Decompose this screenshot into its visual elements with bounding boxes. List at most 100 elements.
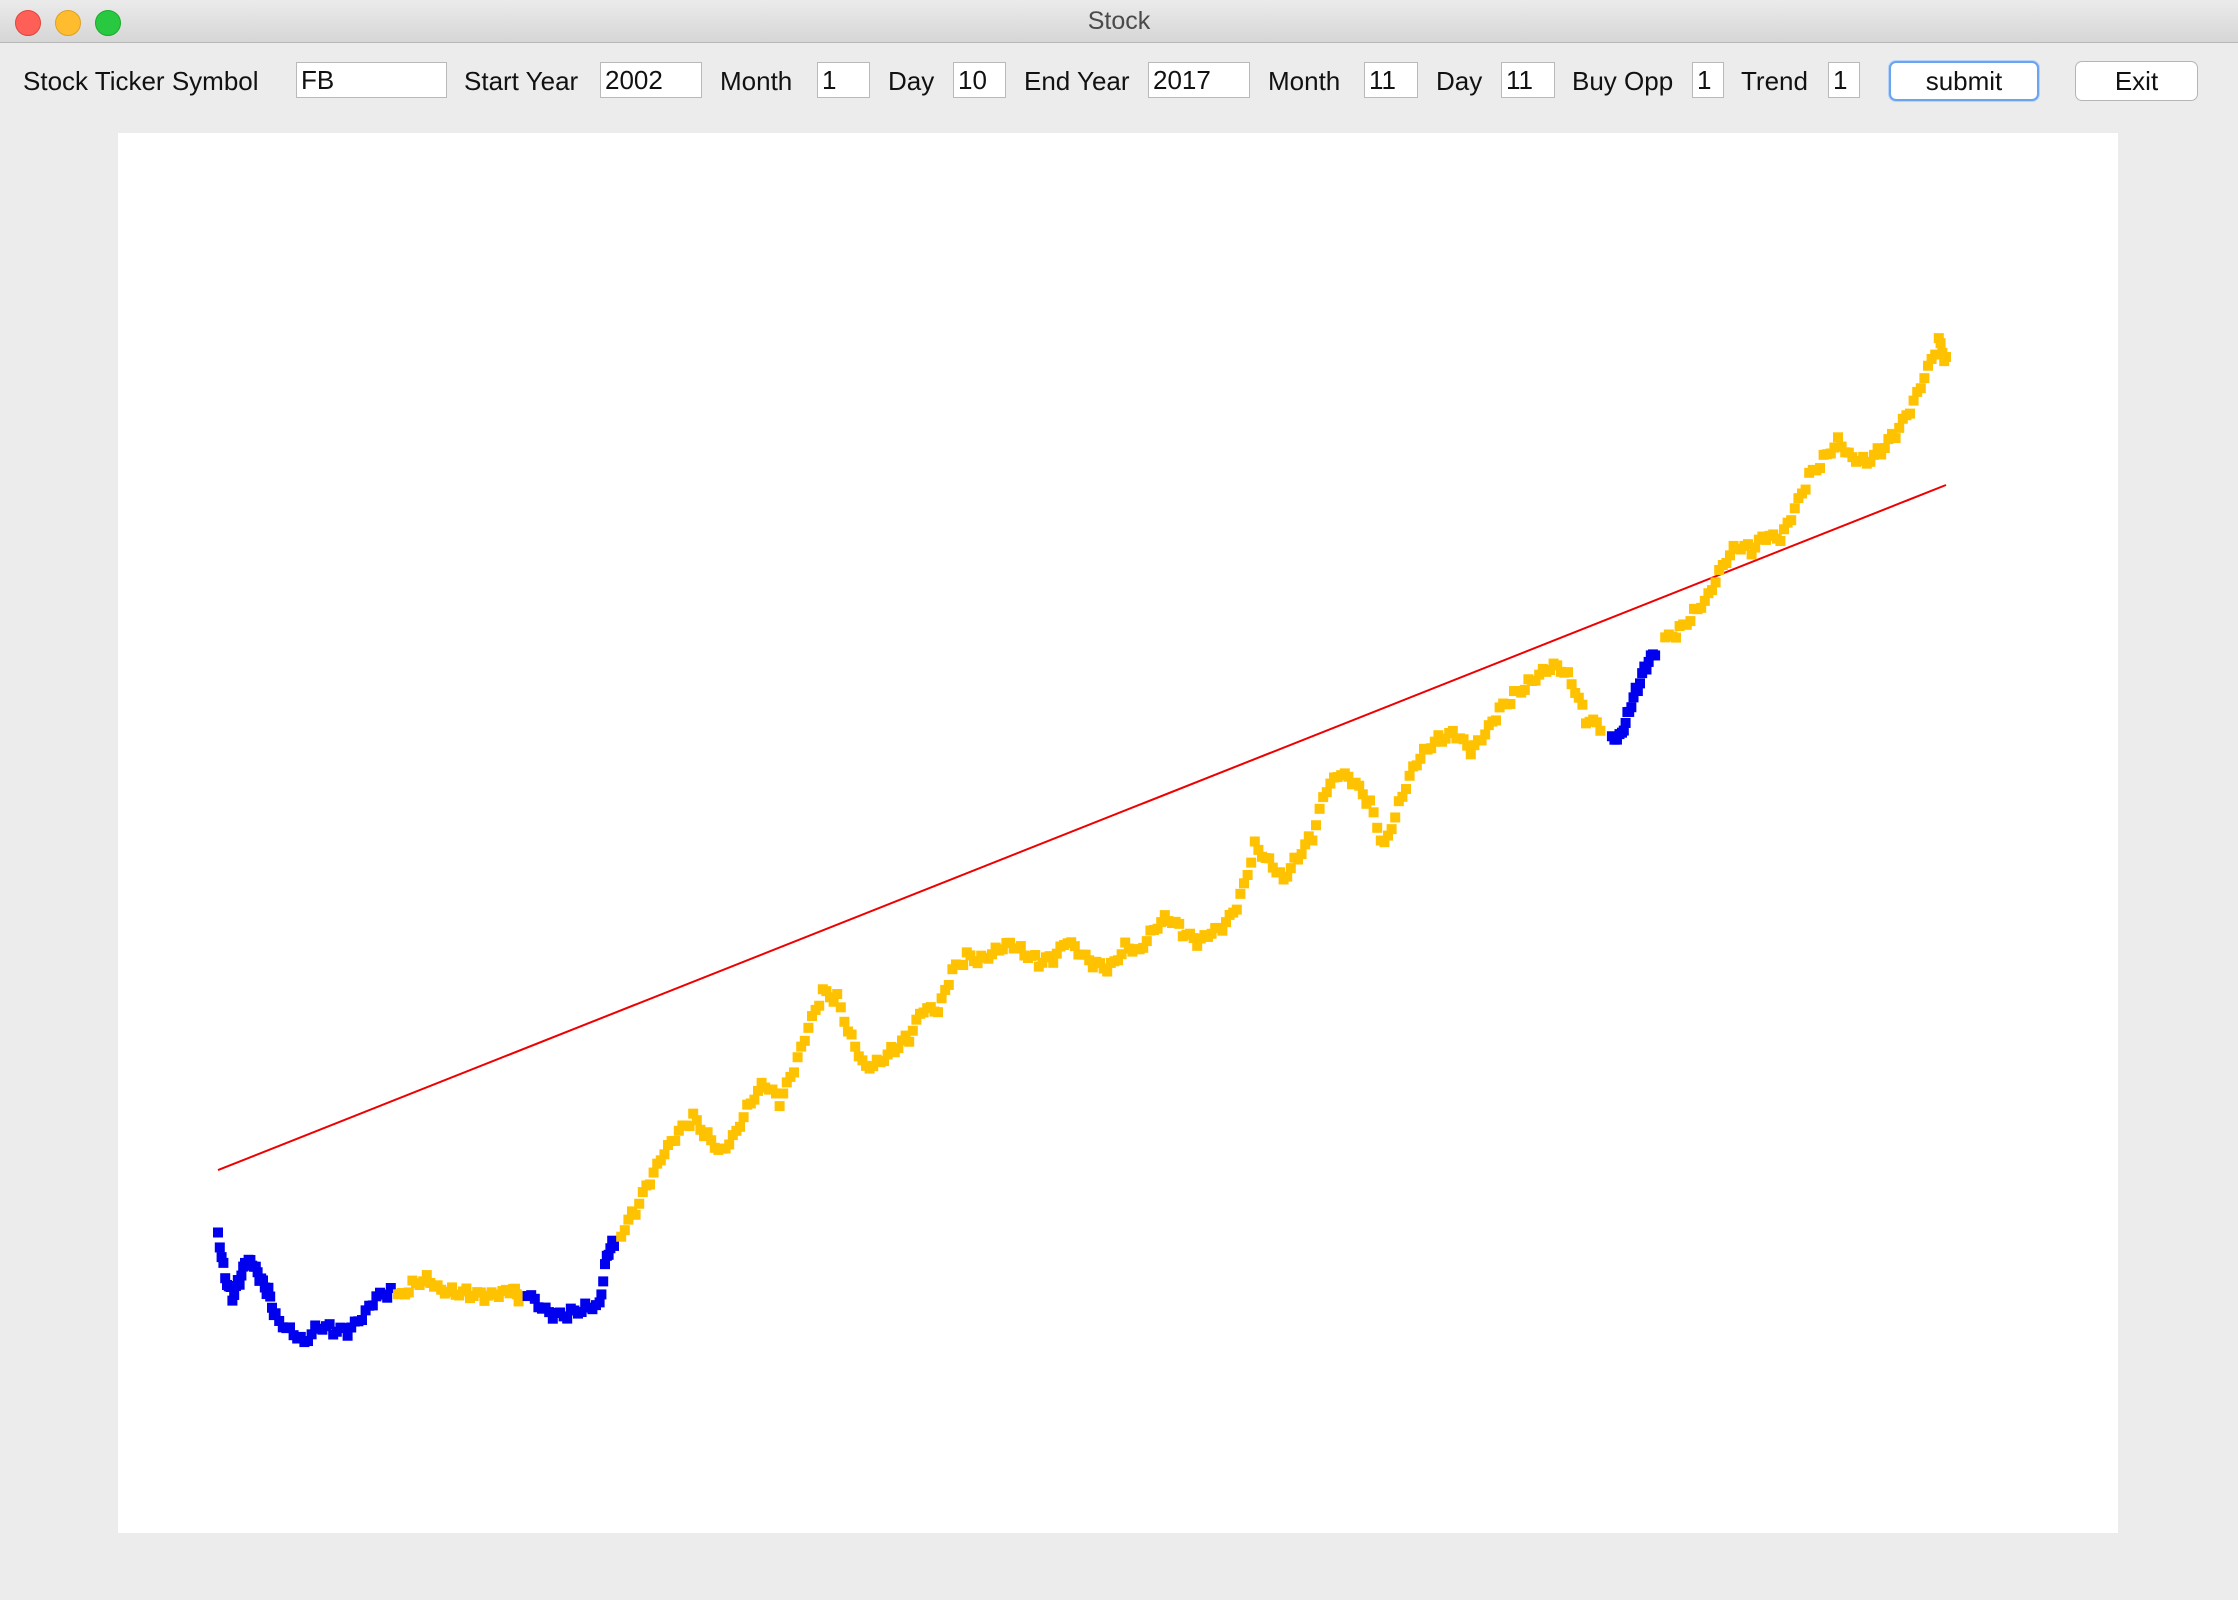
price-point bbox=[1552, 660, 1563, 671]
price-point bbox=[1311, 820, 1321, 831]
price-point bbox=[547, 1313, 558, 1324]
price-point bbox=[1883, 434, 1894, 445]
price-point bbox=[227, 1295, 238, 1306]
start-day-input[interactable] bbox=[953, 62, 1006, 98]
price-point bbox=[616, 1231, 627, 1242]
price-point bbox=[1354, 780, 1365, 791]
ticker-label: Stock Ticker Symbol bbox=[23, 66, 259, 96]
end-day-input[interactable] bbox=[1501, 62, 1555, 98]
price-point bbox=[623, 1214, 634, 1225]
price-series-segment bbox=[522, 1235, 619, 1324]
price-point bbox=[1249, 836, 1260, 847]
price-point bbox=[1357, 789, 1368, 800]
price-point bbox=[911, 1014, 922, 1025]
price-point bbox=[1573, 692, 1584, 703]
price-point bbox=[475, 1287, 486, 1298]
price-point bbox=[214, 1242, 225, 1253]
price-point bbox=[306, 1329, 317, 1340]
price-point bbox=[1087, 962, 1098, 973]
end-year-input[interactable] bbox=[1148, 62, 1250, 98]
price-point bbox=[1239, 878, 1249, 889]
price-point bbox=[1800, 484, 1811, 495]
ticker-input[interactable] bbox=[296, 62, 447, 98]
price-point bbox=[600, 1259, 610, 1270]
price-point bbox=[1264, 853, 1275, 864]
price-point bbox=[1462, 740, 1473, 751]
price-series-segment bbox=[1660, 333, 1951, 643]
price-point bbox=[245, 1255, 256, 1266]
price-point bbox=[252, 1267, 263, 1278]
price-point bbox=[997, 944, 1008, 955]
price-point bbox=[1174, 918, 1185, 929]
price-point bbox=[1829, 442, 1840, 453]
trend-input[interactable] bbox=[1828, 62, 1860, 98]
price-point bbox=[607, 1235, 618, 1246]
price-point bbox=[265, 1291, 276, 1302]
start-month-input[interactable] bbox=[817, 62, 870, 98]
price-point bbox=[702, 1127, 713, 1138]
price-point bbox=[1285, 863, 1296, 874]
price-point bbox=[1383, 830, 1393, 841]
price-point bbox=[1242, 869, 1253, 880]
price-point bbox=[1894, 422, 1905, 433]
price-point bbox=[220, 1273, 231, 1284]
price-point bbox=[637, 1187, 648, 1198]
price-point bbox=[1401, 784, 1411, 795]
start-year-input[interactable] bbox=[600, 62, 702, 98]
price-point bbox=[972, 958, 983, 969]
price-point bbox=[803, 1022, 814, 1033]
price-point bbox=[1221, 917, 1231, 928]
price-point bbox=[385, 1283, 396, 1294]
price-point bbox=[1890, 433, 1901, 444]
price-point bbox=[576, 1307, 587, 1318]
price-point bbox=[1102, 966, 1113, 977]
price-point bbox=[598, 1276, 609, 1287]
price-point bbox=[594, 1297, 605, 1308]
submit-button[interactable]: submit bbox=[1889, 61, 2039, 101]
price-point bbox=[1786, 515, 1797, 526]
price-point bbox=[695, 1124, 706, 1135]
zoom-window-button[interactable] bbox=[95, 10, 121, 36]
price-point bbox=[839, 1016, 850, 1027]
price-point bbox=[1069, 941, 1080, 952]
end-year-label: End Year bbox=[1024, 66, 1130, 96]
price-point bbox=[510, 1283, 520, 1294]
price-point bbox=[796, 1041, 807, 1052]
price-point bbox=[907, 1025, 918, 1036]
price-point bbox=[1833, 432, 1843, 443]
price-point bbox=[1275, 867, 1285, 878]
price-point bbox=[1217, 925, 1228, 936]
price-point bbox=[562, 1313, 573, 1324]
price-point bbox=[1113, 955, 1123, 966]
price-point bbox=[1643, 656, 1654, 667]
price-point bbox=[1632, 686, 1643, 697]
price-point bbox=[1915, 383, 1926, 394]
price-point bbox=[1750, 542, 1761, 553]
price-point bbox=[295, 1331, 306, 1342]
price-point bbox=[933, 1007, 943, 1018]
price-point bbox=[1390, 812, 1401, 823]
price-point bbox=[1365, 795, 1375, 806]
price-point bbox=[1476, 735, 1487, 746]
buy-opp-label: Buy Opp bbox=[1572, 66, 1674, 96]
start-day-label: Day bbox=[888, 66, 935, 96]
exit-button[interactable]: Exit bbox=[2075, 61, 2198, 101]
price-point bbox=[1743, 539, 1753, 550]
close-window-button[interactable] bbox=[15, 10, 41, 36]
price-point bbox=[1325, 778, 1336, 789]
price-point bbox=[1386, 824, 1397, 835]
price-point bbox=[1595, 725, 1606, 736]
price-point bbox=[1941, 351, 1951, 362]
price-point bbox=[1253, 844, 1264, 855]
price-point bbox=[1015, 941, 1026, 952]
price-point bbox=[418, 1276, 429, 1287]
price-point bbox=[447, 1282, 457, 1293]
price-point bbox=[781, 1077, 792, 1088]
buy-opp-input[interactable] bbox=[1692, 62, 1724, 98]
price-point bbox=[515, 1290, 526, 1301]
price-point bbox=[267, 1302, 277, 1313]
price-point bbox=[821, 986, 832, 997]
price-point bbox=[1188, 933, 1199, 944]
minimize-window-button[interactable] bbox=[55, 10, 81, 36]
end-month-input[interactable] bbox=[1364, 62, 1418, 98]
